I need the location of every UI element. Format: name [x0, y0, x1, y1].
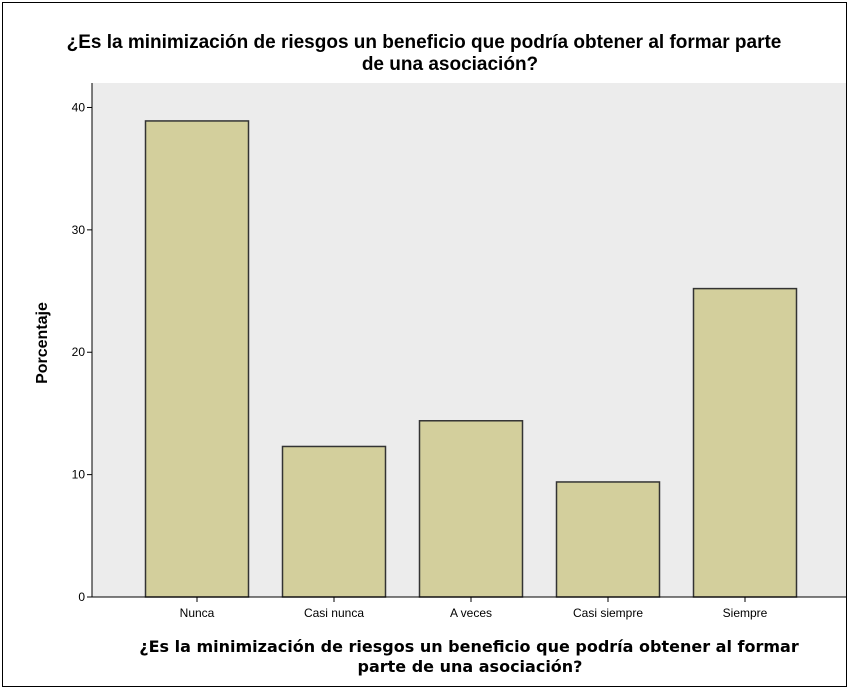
bar-nunca — [144, 120, 250, 598]
x-tick-label: Casi siempre — [573, 606, 643, 620]
bar-a-veces — [418, 420, 524, 598]
x-tick-label: Nunca — [180, 606, 215, 620]
y-tick-label: 0 — [78, 590, 85, 604]
y-tick-label: 30 — [72, 223, 86, 237]
x-axis-label-line-2: parte de una asociación? — [358, 657, 583, 676]
y-tick-label: 40 — [72, 100, 86, 114]
y-tick-label: 20 — [72, 345, 86, 359]
bar-casi-nunca — [281, 445, 387, 598]
x-tick-label: Siempre — [723, 606, 768, 620]
bar-casi-siempre — [555, 481, 661, 598]
y-axis-label: Porcentaje — [34, 302, 51, 384]
bar-siempre — [692, 287, 798, 598]
chart-title-line-1: ¿Es la minimización de riesgos un benefi… — [67, 32, 782, 53]
x-tick-label: Casi nunca — [304, 606, 364, 620]
chart-title-line-2: de una asociación? — [362, 54, 538, 75]
x-axis-label-line-1: ¿Es la minimización de riesgos un benefi… — [139, 637, 799, 656]
x-tick-label: A veces — [450, 606, 492, 620]
y-tick-label: 10 — [72, 468, 86, 482]
